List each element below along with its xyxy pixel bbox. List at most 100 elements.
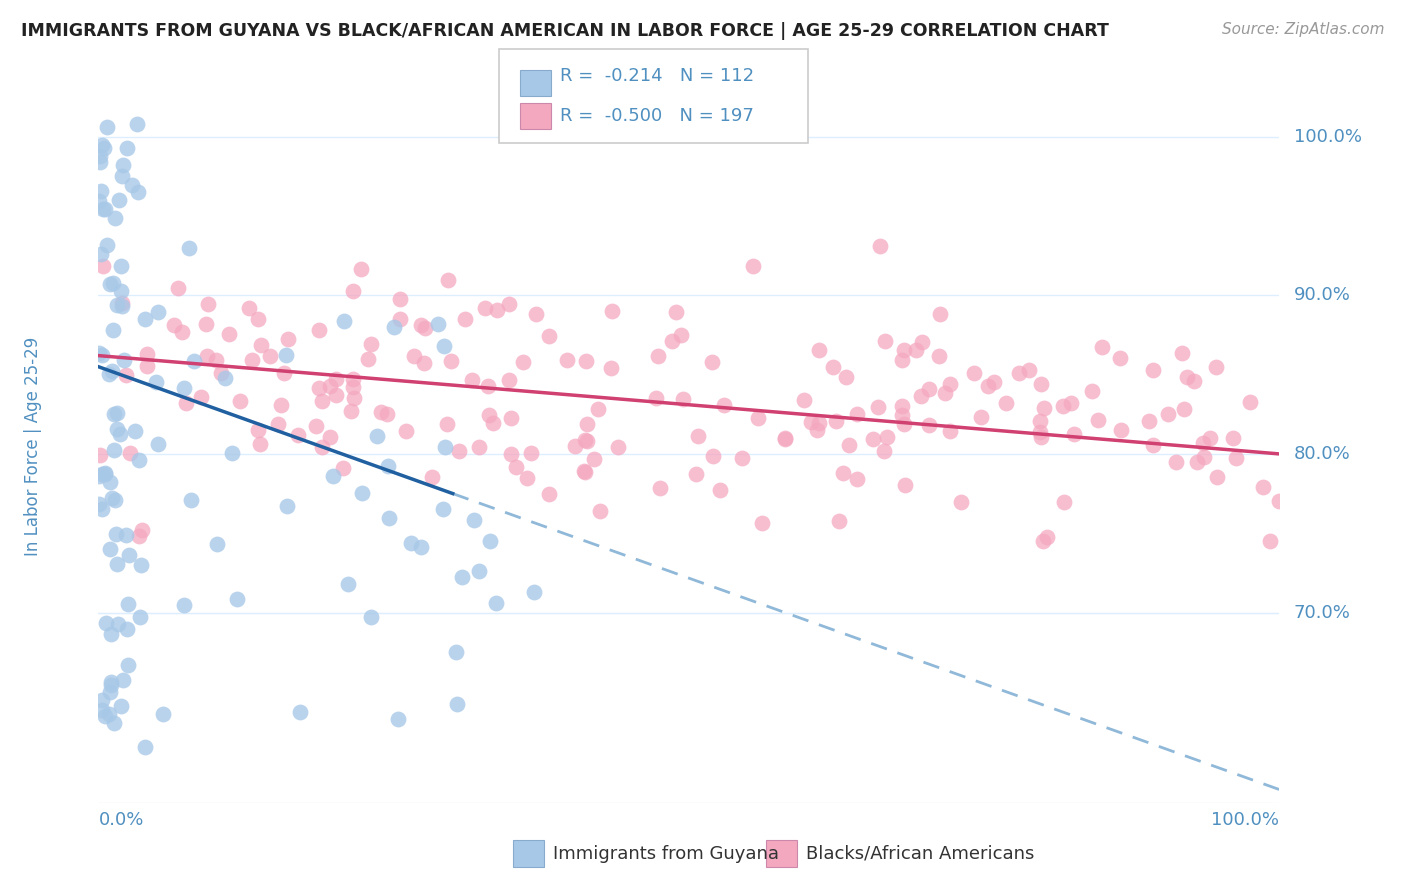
Point [1192, 436, 1215, 450]
Point [218, 326, 240, 341]
Point [87, 345, 110, 359]
Point [103, 493, 125, 508]
Point [173, 381, 195, 395]
Point [195, 317, 218, 331]
Point [468, 440, 491, 454]
Point [89, 468, 111, 483]
Point [91, 138, 114, 153]
Point [128, 609, 150, 624]
Point [1091, 340, 1114, 354]
Point [121, 178, 143, 193]
Point [152, 706, 174, 721]
Point [370, 405, 392, 419]
Point [183, 354, 205, 368]
Point [433, 339, 456, 353]
Point [890, 399, 912, 413]
Point [395, 425, 418, 439]
Point [209, 366, 232, 380]
Point [350, 261, 373, 276]
Point [970, 409, 993, 424]
Point [117, 657, 139, 672]
Point [110, 698, 132, 713]
Text: Blacks/African Americans: Blacks/African Americans [806, 845, 1033, 863]
Point [308, 381, 330, 395]
Point [111, 296, 134, 310]
Point [574, 433, 596, 447]
Point [96, 237, 118, 252]
Point [1173, 401, 1195, 416]
Point [273, 367, 295, 381]
Point [91, 502, 114, 516]
Point [274, 348, 297, 362]
Point [87, 194, 110, 208]
Point [1225, 451, 1247, 466]
Point [977, 379, 1000, 393]
Point [134, 740, 156, 755]
Point [146, 305, 169, 319]
Point [702, 449, 724, 463]
Point [1052, 399, 1074, 413]
Point [112, 352, 135, 367]
Point [250, 338, 273, 352]
Point [89, 149, 111, 163]
Point [478, 408, 501, 422]
Text: 90.0%: 90.0% [1294, 286, 1351, 304]
Point [146, 436, 169, 450]
Point [1184, 375, 1206, 389]
Point [249, 437, 271, 451]
Point [103, 276, 125, 290]
Point [821, 359, 844, 374]
Point [110, 299, 132, 313]
Point [180, 493, 202, 508]
Point [339, 404, 361, 418]
Point [115, 368, 138, 382]
Point [389, 312, 412, 326]
Point [828, 514, 851, 528]
Point [891, 408, 914, 422]
Point [1109, 423, 1132, 437]
Text: In Labor Force | Age 25-29: In Labor Force | Age 25-29 [24, 336, 42, 556]
Point [195, 349, 218, 363]
Point [939, 424, 962, 438]
Point [893, 417, 915, 431]
Point [136, 347, 159, 361]
Point [115, 140, 138, 154]
Point [437, 273, 460, 287]
Point [520, 446, 543, 460]
Point [1108, 351, 1130, 365]
Point [1029, 414, 1052, 428]
Point [512, 354, 534, 368]
Point [1166, 455, 1188, 469]
Point [103, 716, 125, 731]
Text: R =  -0.214   N = 112: R = -0.214 N = 112 [560, 67, 754, 85]
Point [277, 332, 299, 346]
Point [174, 396, 197, 410]
Point [1198, 431, 1220, 445]
Point [1142, 363, 1164, 377]
Point [741, 259, 763, 273]
Point [382, 320, 405, 334]
Point [1031, 377, 1053, 392]
Point [399, 536, 422, 550]
Point [205, 353, 228, 368]
Point [308, 323, 330, 337]
Point [1137, 414, 1160, 428]
Point [288, 705, 311, 719]
Point [111, 673, 134, 687]
Point [499, 447, 522, 461]
Point [893, 343, 915, 357]
Point [409, 540, 432, 554]
Point [229, 394, 252, 409]
Point [135, 359, 157, 373]
Point [1036, 530, 1059, 544]
Point [672, 392, 695, 406]
Point [100, 627, 122, 641]
Point [479, 534, 502, 549]
Point [129, 558, 152, 573]
Point [90, 246, 112, 260]
Point [1032, 401, 1054, 416]
Point [808, 416, 831, 430]
Point [128, 529, 150, 543]
Point [574, 465, 596, 479]
Point [825, 413, 848, 427]
